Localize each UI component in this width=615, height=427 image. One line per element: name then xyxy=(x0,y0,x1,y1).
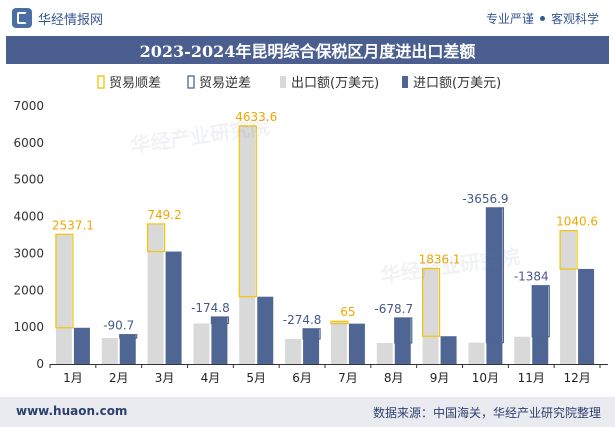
legend-swatch xyxy=(187,75,195,89)
y-tick-label: 7000 xyxy=(13,99,44,113)
import-bar xyxy=(578,268,595,364)
huajing-logo-icon xyxy=(12,8,32,28)
tagline-dot-icon xyxy=(539,16,545,21)
balance-outline xyxy=(559,229,578,270)
export-bar xyxy=(422,268,439,364)
export-bar xyxy=(55,234,72,364)
balance-label: -678.7 xyxy=(374,302,413,316)
top-bar: 华经情报网 专业严谨 客观科学 xyxy=(0,0,615,36)
chart-title: 2023-2024年昆明综合保税区月度进出口差额 xyxy=(139,42,476,61)
import-bar xyxy=(211,317,228,364)
balance-label: 4633.6 xyxy=(235,110,277,124)
y-tick-label: 5000 xyxy=(13,173,44,187)
x-tick-label: 8月 xyxy=(384,371,404,385)
legend-label: 贸易顺差 xyxy=(109,76,161,91)
export-bar xyxy=(514,336,531,364)
x-tick-label: 7月 xyxy=(338,371,358,385)
balance-outline xyxy=(394,317,413,344)
legend-swatch xyxy=(97,75,105,89)
balance-outline xyxy=(55,233,74,329)
x-tick-label: 10月 xyxy=(472,371,499,385)
x-tick-label: 4月 xyxy=(201,371,221,385)
export-bar xyxy=(285,338,302,364)
tagline-right: 客观科学 xyxy=(550,12,599,26)
import-bar xyxy=(532,285,549,364)
legend-swatch xyxy=(402,76,408,88)
chart-area: 贸易顺差 贸易逆差 出口额(万美元) 进口额(万美元) 0 1000 2000 3000 400… xyxy=(13,75,608,385)
balance-outline xyxy=(146,223,166,253)
balance-outline xyxy=(302,328,321,340)
balance-label: 1836.1 xyxy=(419,253,461,267)
y-tick-label: 4000 xyxy=(13,210,44,224)
brand: 华经情报网 xyxy=(12,8,103,28)
balance-label: -174.8 xyxy=(191,301,230,315)
y-tick-label: 6000 xyxy=(13,136,44,150)
x-tick-label: 6月 xyxy=(292,371,312,385)
balance-label: -3656.9 xyxy=(462,192,508,206)
balance-outline xyxy=(210,316,230,325)
footer-site: www.huaon.com xyxy=(16,404,128,418)
import-bar xyxy=(257,296,274,364)
x-tick-label: 5月 xyxy=(246,371,266,385)
balance-outline xyxy=(421,267,441,337)
legend-label: 出口额(万美元) xyxy=(291,76,379,91)
brand-name: 华经情报网 xyxy=(38,12,104,28)
footer: www.huaon.com 数据来源：中国海关，华经产业研究院整理 xyxy=(0,397,615,427)
balance-label: 65 xyxy=(340,305,355,319)
y-tick-label: 3000 xyxy=(13,246,44,260)
balance-outline xyxy=(330,320,349,325)
balance-label: -274.8 xyxy=(283,313,322,327)
x-tick-label: 3月 xyxy=(155,371,175,385)
balance-outline xyxy=(238,125,257,298)
legend-label: 进口额(万美元) xyxy=(413,76,501,91)
export-bar xyxy=(147,223,164,364)
tagline: 专业严谨 客观科学 xyxy=(486,10,599,27)
export-bar xyxy=(101,338,118,364)
import-bar xyxy=(348,323,365,364)
balance-label: -90.7 xyxy=(103,319,134,333)
balance-label: 2537.1 xyxy=(52,218,94,232)
import-bar xyxy=(119,334,136,364)
footer-source: 数据来源：中国海关，华经产业研究院整理 xyxy=(372,406,601,420)
export-bar xyxy=(330,321,347,364)
export-bar xyxy=(239,125,256,364)
export-bar xyxy=(468,342,485,364)
x-tick-label: 11月 xyxy=(518,371,545,385)
y-tick-label: 1000 xyxy=(13,320,44,334)
x-tick-label: 1月 xyxy=(63,371,83,385)
legend-swatch xyxy=(280,76,286,88)
tagline-left: 专业严谨 xyxy=(485,12,534,26)
export-bar xyxy=(193,323,210,364)
x-tick-label: 12月 xyxy=(563,371,590,385)
legend-label: 贸易逆差 xyxy=(199,75,251,91)
import-bar xyxy=(440,336,457,364)
balance-label: 1040.6 xyxy=(556,215,598,229)
balance-outline xyxy=(119,334,138,339)
import-bar xyxy=(394,317,411,364)
balance-label: 749.2 xyxy=(147,208,181,222)
import-bar xyxy=(165,251,182,364)
y-tick-label: 0 xyxy=(36,357,44,371)
import-bar xyxy=(73,327,90,364)
x-tick-label: 9月 xyxy=(430,371,450,385)
import-bar xyxy=(486,207,503,364)
x-tick-label: 2月 xyxy=(109,371,129,385)
chart-title-bar: 2023-2024年昆明综合保税区月度进出口差额 xyxy=(6,36,609,64)
balance-label: -1384 xyxy=(514,270,549,284)
import-bar xyxy=(303,328,320,364)
export-bar xyxy=(376,342,393,364)
y-tick-label: 2000 xyxy=(13,283,44,297)
export-bar xyxy=(560,230,577,364)
balance-outline xyxy=(485,207,505,344)
balance-outline xyxy=(531,285,550,338)
